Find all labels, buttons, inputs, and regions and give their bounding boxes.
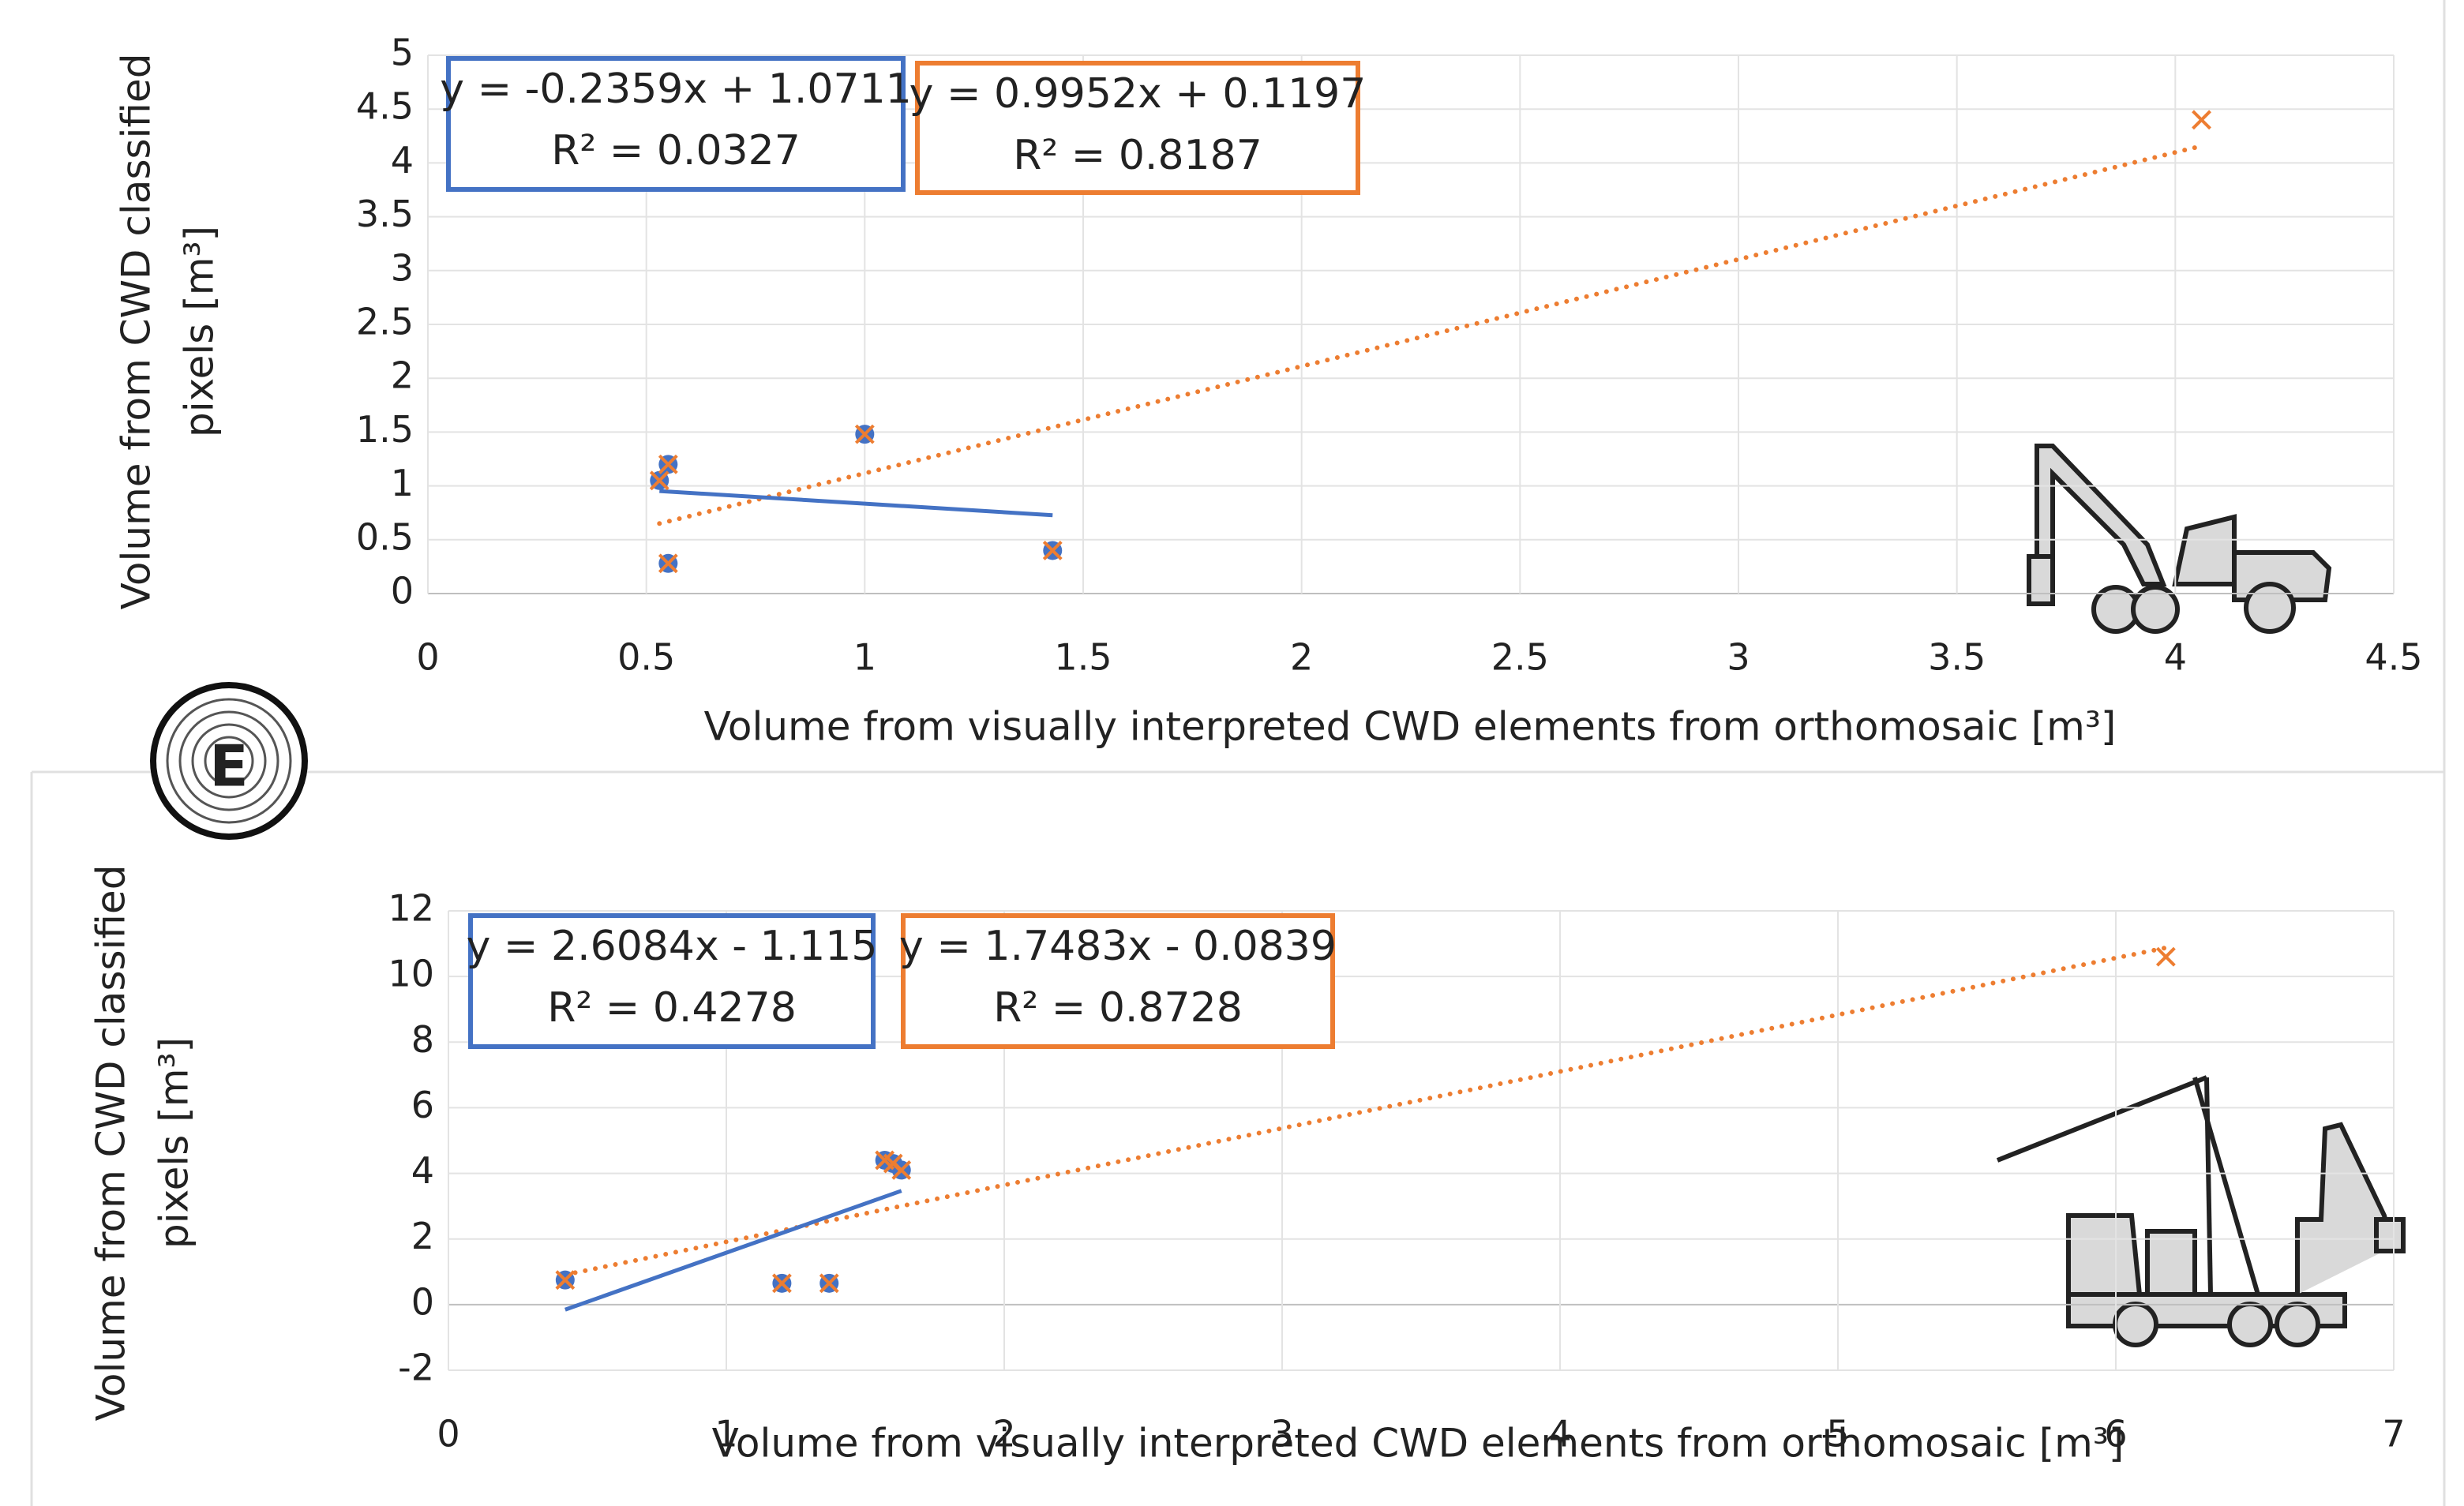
y-axis-title: pixels [m³] bbox=[152, 1037, 197, 1249]
y-tick-label: 0 bbox=[391, 570, 414, 613]
x-axis-title: Volume from visually interpreted CWD ele… bbox=[704, 704, 2117, 750]
equation-text: y = -0.2359x + 1.0711 bbox=[440, 66, 911, 113]
y-tick-label: 8 bbox=[411, 1018, 434, 1061]
y-tick-label: 5 bbox=[391, 32, 414, 74]
x-axis-title: Volume from visually interpreted CWD ele… bbox=[712, 1421, 2125, 1467]
panel-label: E bbox=[209, 733, 248, 800]
harvester-icon bbox=[2029, 446, 2329, 631]
y-tick-label: 2 bbox=[411, 1215, 434, 1257]
y-tick-label: 4 bbox=[411, 1149, 434, 1192]
panel-logo: E bbox=[153, 685, 305, 837]
equation-text: R² = 0.8728 bbox=[993, 984, 1243, 1032]
x-tick-label: 1.5 bbox=[1054, 636, 1112, 679]
y-axis-title: pixels [m³] bbox=[177, 226, 223, 437]
equation-text: y = 0.9952x + 0.1197 bbox=[909, 70, 1367, 118]
equation-text: R² = 0.0327 bbox=[551, 127, 801, 174]
y-tick-label: -2 bbox=[398, 1347, 434, 1389]
y-axis-title: Volume from CWD classified bbox=[88, 865, 134, 1422]
y-tick-label: 4.5 bbox=[356, 85, 414, 128]
x-tick-label: 0.5 bbox=[617, 636, 675, 679]
y-tick-label: 0.5 bbox=[356, 515, 414, 558]
y-tick-label: 2 bbox=[391, 354, 414, 397]
equation-text: y = 1.7483x - 0.0839 bbox=[899, 923, 1337, 970]
trendline bbox=[659, 491, 1052, 515]
equation-text: R² = 0.8187 bbox=[1013, 132, 1262, 179]
x-tick-label: 4 bbox=[2164, 636, 2187, 679]
point bbox=[2193, 111, 2211, 129]
y-axis-title: Volume from CWD classified bbox=[114, 54, 159, 610]
equation-text: R² = 0.4278 bbox=[547, 984, 797, 1032]
y-tick-label: 4 bbox=[391, 139, 414, 182]
x-tick-label: 7 bbox=[2382, 1413, 2405, 1455]
x-tick-label: 3.5 bbox=[1928, 636, 1986, 679]
x-tick-label: 0 bbox=[437, 1413, 459, 1455]
y-tick-label: 10 bbox=[388, 953, 434, 995]
equation-text: y = 2.6084x - 1.115 bbox=[467, 923, 878, 970]
x-tick-label: 0 bbox=[416, 636, 439, 679]
trendline bbox=[565, 1191, 902, 1310]
y-tick-label: 1 bbox=[391, 462, 414, 504]
y-tick-label: 3.5 bbox=[356, 193, 414, 235]
y-tick-label: 12 bbox=[388, 887, 434, 930]
y-tick-label: 3 bbox=[391, 246, 414, 289]
x-tick-label: 2 bbox=[1290, 636, 1313, 679]
x-tick-label: 1 bbox=[853, 636, 876, 679]
trendline bbox=[659, 146, 2201, 523]
y-tick-label: 0 bbox=[411, 1280, 434, 1323]
y-tick-label: 6 bbox=[411, 1084, 434, 1126]
y-tick-label: 1.5 bbox=[356, 408, 414, 451]
x-tick-label: 3 bbox=[1727, 636, 1750, 679]
figure: E 0 0.5 1 1.5 2 2.5 3 3.5 4 4.5 5 0 0.5 1 1.5 2 2.5 3 3.5 4… bbox=[0, 0, 2464, 1506]
y-tick-label: 2.5 bbox=[356, 301, 414, 343]
x-tick-label: 2.5 bbox=[1491, 636, 1549, 679]
x-tick-label: 4.5 bbox=[2365, 636, 2422, 679]
point bbox=[2157, 948, 2174, 965]
